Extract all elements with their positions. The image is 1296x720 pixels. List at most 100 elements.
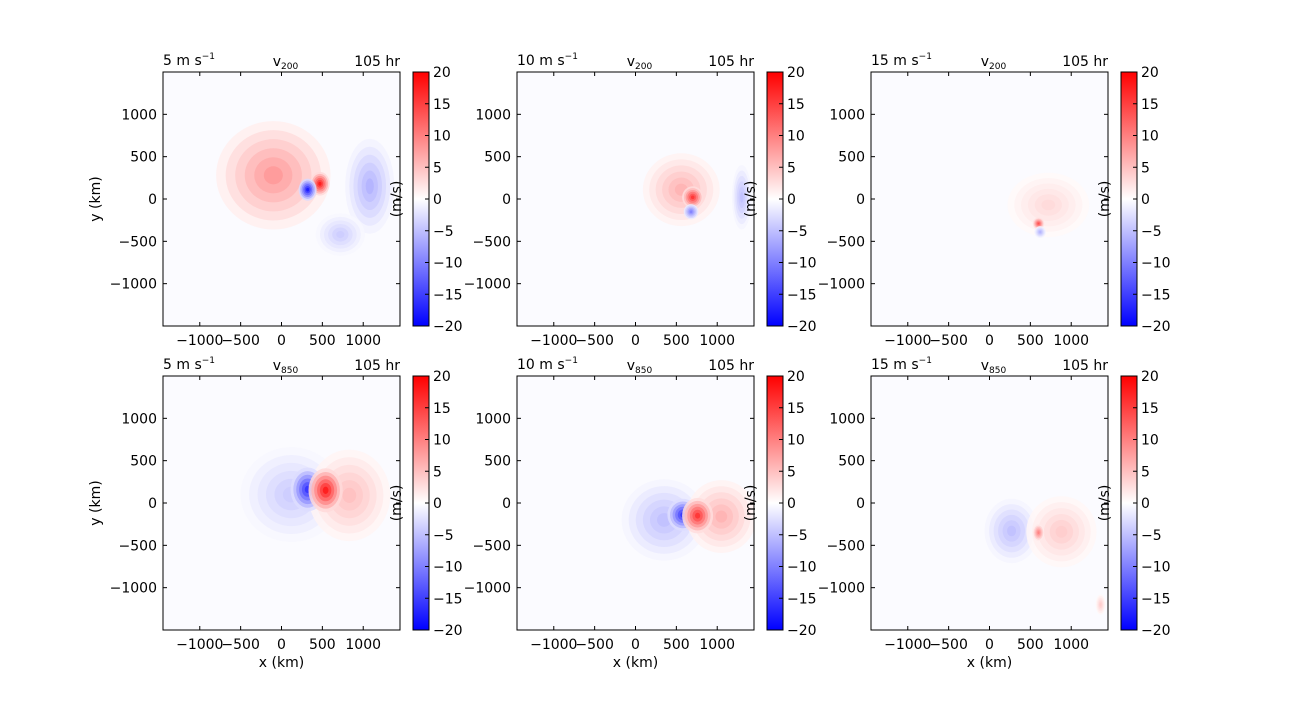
x-axis-label: x (km) xyxy=(259,655,304,671)
y-tick-label: −1000 xyxy=(818,277,865,293)
y-tick-label: 0 xyxy=(856,496,865,512)
x-tick-label: −1000 xyxy=(884,333,931,349)
y-tick-label: 500 xyxy=(130,454,157,470)
colorbar-tick-label: 5 xyxy=(787,160,796,176)
y-tick-label: −1000 xyxy=(110,581,157,597)
colorbar-tick-label: 0 xyxy=(433,192,442,208)
colorbar-tick-label: 5 xyxy=(1141,464,1150,480)
x-tick-label: 1000 xyxy=(699,637,735,653)
field-contour xyxy=(690,195,695,200)
x-tick-label: 500 xyxy=(1017,333,1044,349)
colorbar-tick-label: −10 xyxy=(787,256,817,272)
field-contour xyxy=(1055,525,1068,538)
colorbar-tick-label: −5 xyxy=(1141,224,1162,240)
colorbar-tick-label: −10 xyxy=(787,560,817,576)
y-axis-label: y (km) xyxy=(88,480,104,525)
colorbar-tick-label: −20 xyxy=(1141,319,1171,335)
colorbar-tick-label: −10 xyxy=(1141,256,1171,272)
colorbar-tick-label: −5 xyxy=(433,528,454,544)
colorbar-tick-label: 15 xyxy=(1141,401,1159,417)
velocity-field xyxy=(1007,172,1090,238)
x-tick-label: 0 xyxy=(631,637,640,653)
y-tick-label: 1000 xyxy=(829,107,865,123)
x-tick-label: 500 xyxy=(309,333,336,349)
field-contour xyxy=(1037,531,1040,535)
y-tick-label: 500 xyxy=(130,150,157,166)
colorbar-tick-label: 15 xyxy=(433,401,451,417)
y-tick-label: 0 xyxy=(502,496,511,512)
y-tick-label: 1000 xyxy=(121,411,157,427)
shear-label: 15 m s−1 xyxy=(871,52,932,69)
colorbar-tick-label: 10 xyxy=(433,129,451,145)
colorbar-tick-label: 15 xyxy=(433,97,451,113)
time-label: 105 hr xyxy=(708,54,754,70)
colorbar-tick-label: 15 xyxy=(787,401,805,417)
variable-label: v850 xyxy=(273,358,299,376)
x-tick-label: 1000 xyxy=(345,333,381,349)
plot-background xyxy=(517,72,754,326)
field-contour xyxy=(322,486,329,494)
colorbar-tick-label: 20 xyxy=(787,65,805,81)
pressure-level: 200 xyxy=(989,62,1006,72)
x-tick-label: 1000 xyxy=(1053,333,1089,349)
shear-label: 5 m s−1 xyxy=(163,52,215,69)
shear-value: 15 m s xyxy=(871,357,919,373)
time-label: 105 hr xyxy=(354,54,400,70)
time-label: 105 hr xyxy=(1062,54,1108,70)
colorbar-tick-label: 0 xyxy=(1141,192,1150,208)
x-tick-label: −1000 xyxy=(884,637,931,653)
field-contour xyxy=(1041,199,1056,211)
y-tick-label: 1000 xyxy=(829,411,865,427)
shear-label: 10 m s−1 xyxy=(517,356,578,373)
field-contour xyxy=(715,510,728,523)
colorbar-tick-label: 5 xyxy=(433,160,442,176)
variable-label: v850 xyxy=(981,358,1007,376)
x-tick-label: −1000 xyxy=(530,333,577,349)
x-tick-label: 500 xyxy=(663,637,690,653)
colorbar-tick-label: −15 xyxy=(1141,591,1171,607)
colorbar-label: (m/s) xyxy=(743,485,759,522)
field-contour xyxy=(1007,525,1017,537)
x-tick-label: 1000 xyxy=(345,637,381,653)
colorbar-label: (m/s) xyxy=(1097,485,1113,522)
colorbar-tick-label: 5 xyxy=(787,464,796,480)
field-contour xyxy=(695,512,701,519)
shear-exponent: −1 xyxy=(565,52,578,62)
colorbar-tick-label: 15 xyxy=(1141,97,1159,113)
colorbar-tick-label: −5 xyxy=(1141,528,1162,544)
colorbar-tick-label: 0 xyxy=(1141,496,1150,512)
shear-value: 5 m s xyxy=(163,357,202,373)
colorbar-tick-label: −15 xyxy=(433,591,463,607)
x-tick-label: −500 xyxy=(929,333,967,349)
x-tick-label: 500 xyxy=(663,333,690,349)
colorbar-tick-label: 20 xyxy=(433,65,451,81)
y-tick-label: 0 xyxy=(148,192,157,208)
colorbar-tick-label: 5 xyxy=(1141,160,1150,176)
y-tick-label: −500 xyxy=(119,234,157,250)
shear-value: 10 m s xyxy=(517,357,565,373)
colorbar-tick-label: 20 xyxy=(787,369,805,385)
y-tick-label: 1000 xyxy=(475,107,511,123)
pressure-level: 850 xyxy=(635,366,652,376)
pressure-level: 200 xyxy=(635,62,652,72)
shear-label: 15 m s−1 xyxy=(871,356,932,373)
shear-label: 5 m s−1 xyxy=(163,356,215,373)
y-tick-label: 1000 xyxy=(121,107,157,123)
y-tick-label: −1000 xyxy=(464,581,511,597)
y-axis-label: y (km) xyxy=(88,176,104,221)
y-tick-label: 500 xyxy=(484,454,511,470)
y-tick-label: 0 xyxy=(502,192,511,208)
colorbar-tick-label: 5 xyxy=(433,464,442,480)
x-tick-label: 1000 xyxy=(1053,637,1089,653)
variable-name: v xyxy=(627,358,635,374)
velocity-field xyxy=(984,496,1106,615)
x-tick-label: 0 xyxy=(277,637,286,653)
x-tick-label: 500 xyxy=(1017,637,1044,653)
x-tick-label: −500 xyxy=(575,333,613,349)
y-tick-label: −1000 xyxy=(110,277,157,293)
